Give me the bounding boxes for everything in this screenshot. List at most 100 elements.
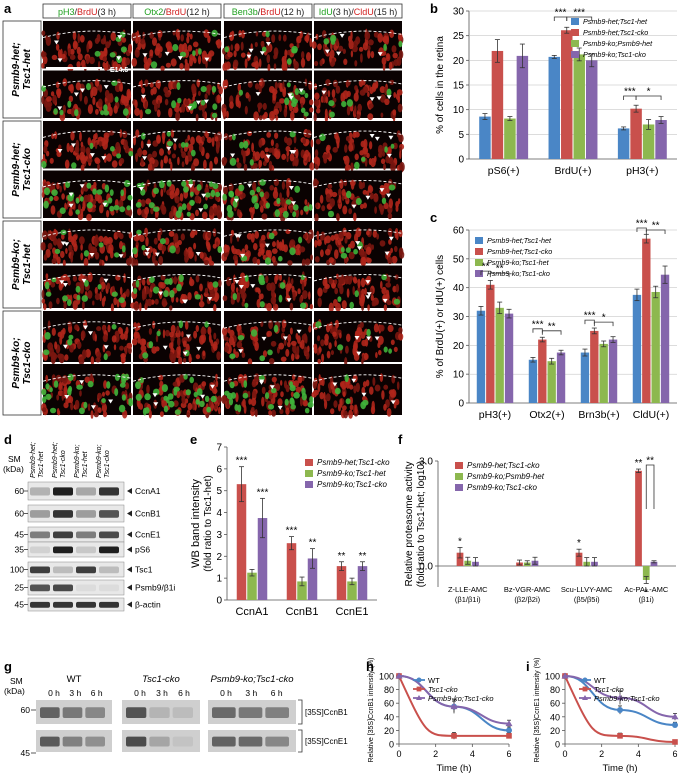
- data-point: [672, 739, 678, 745]
- legend-marker: [582, 695, 588, 700]
- legend-swatch: [475, 237, 483, 244]
- nucleus-red: [193, 330, 198, 339]
- nucleus-red: [149, 31, 154, 39]
- nucleus-green: [111, 291, 118, 297]
- nucleus-red: [213, 207, 217, 213]
- nucleus-red: [251, 62, 257, 68]
- nucleus-red: [222, 107, 227, 118]
- legend-swatch: [571, 29, 579, 36]
- time-label: 6 h: [271, 688, 283, 698]
- nucleus-red: [217, 94, 221, 104]
- arrowhead-marker: [238, 285, 244, 289]
- nucleus-green: [51, 189, 58, 197]
- nucleus-red: [82, 300, 85, 310]
- nucleus-red: [134, 48, 140, 58]
- data-point: [671, 713, 679, 720]
- autoradiograph-band: [238, 707, 263, 718]
- nucleus-red: [68, 95, 74, 103]
- nucleus-red: [71, 249, 74, 257]
- nucleus-red: [188, 154, 193, 162]
- significance-label: ***: [257, 487, 269, 498]
- nucleus-red: [121, 250, 127, 259]
- nucleus-green: [121, 378, 126, 385]
- nucleus-red: [42, 55, 48, 65]
- nucleus-red: [358, 79, 364, 88]
- arrowhead-marker: [57, 58, 63, 63]
- nucleus-red: [341, 300, 347, 310]
- nucleus-green: [128, 398, 133, 404]
- y-tick-label: 15: [453, 81, 465, 92]
- band-label: CcnE1: [135, 530, 161, 540]
- nucleus-red: [211, 137, 215, 147]
- nucleus-red: [339, 179, 344, 190]
- blot-band: [76, 566, 96, 574]
- nucleus-red: [373, 323, 379, 333]
- nucleus-red: [324, 338, 329, 346]
- nucleus-red: [240, 272, 246, 281]
- nucleus-red: [368, 103, 374, 109]
- nucleus-red: [140, 140, 144, 149]
- nucleus-red: [362, 86, 368, 93]
- nucleus-red: [374, 155, 377, 163]
- nucleus-red: [381, 390, 385, 400]
- nucleus-red: [62, 104, 66, 114]
- nucleus-red: [334, 340, 337, 347]
- lane-label: Psmb9-het;Tsc1-cko: [52, 442, 67, 478]
- nucleus-red: [286, 49, 292, 56]
- nucleus-red: [293, 61, 299, 70]
- bar: [585, 60, 598, 160]
- nucleus-green: [230, 392, 236, 399]
- nucleus-green: [54, 248, 61, 254]
- nucleus-red: [184, 58, 188, 65]
- band-label: β-actin: [135, 600, 161, 610]
- nucleus-green: [164, 278, 171, 285]
- nucleus-green: [92, 188, 97, 195]
- nucleus-red: [63, 301, 67, 309]
- y-tick-label: 0: [216, 596, 222, 607]
- nucleus-green: [285, 199, 292, 205]
- nucleus-red: [108, 243, 114, 254]
- nucleus-red: [122, 130, 128, 139]
- nucleus-red: [193, 158, 200, 167]
- nucleus-red: [69, 54, 76, 60]
- y-tick-label: 40: [550, 712, 560, 722]
- y-tick-label: 40: [384, 712, 394, 722]
- nucleus-green: [167, 393, 174, 400]
- nucleus-red: [173, 400, 179, 407]
- micrograph-panel: pH3/BrdU(3 h) Otx2/BrdU(12 h) Ben3b/BrdU(1…: [2, 3, 405, 419]
- nucleus-red: [271, 248, 278, 255]
- nucleus-red: [320, 249, 324, 258]
- arrowhead-marker: [259, 379, 265, 384]
- nucleus-red: [209, 160, 213, 171]
- nucleus-red: [85, 55, 90, 65]
- nucleus-red: [110, 303, 114, 312]
- nucleus-red: [134, 107, 141, 116]
- nucleus-red: [252, 162, 258, 169]
- nucleus-red: [330, 350, 334, 356]
- y-tick-label: 100: [545, 672, 560, 682]
- size-marker: 25: [15, 583, 25, 593]
- arrowhead-marker: [198, 208, 204, 213]
- y-tick-label: 0: [389, 740, 394, 750]
- nucleus-red: [319, 392, 324, 400]
- nucleus-red: [259, 243, 265, 249]
- nucleus-red: [342, 205, 348, 215]
- nucleus-red: [97, 407, 102, 414]
- arrowhead-marker: [238, 349, 244, 354]
- nucleus-red: [71, 239, 77, 248]
- nucleus-red: [144, 100, 148, 110]
- nucleus-red: [144, 206, 150, 215]
- nucleus-red: [378, 47, 385, 57]
- nucleus-green: [206, 406, 212, 413]
- nucleus-red: [87, 290, 93, 299]
- nucleus-red: [337, 239, 342, 246]
- legend-label: Psmb9-het;Tsc1-het: [583, 17, 648, 26]
- nucleus-green: [144, 393, 151, 401]
- nucleus-green: [242, 392, 249, 399]
- band-label: Tsc1: [135, 565, 153, 575]
- blot-band: [30, 601, 50, 608]
- nucleus-red: [152, 37, 157, 46]
- nucleus-red: [79, 390, 82, 397]
- nucleus-green: [141, 244, 146, 251]
